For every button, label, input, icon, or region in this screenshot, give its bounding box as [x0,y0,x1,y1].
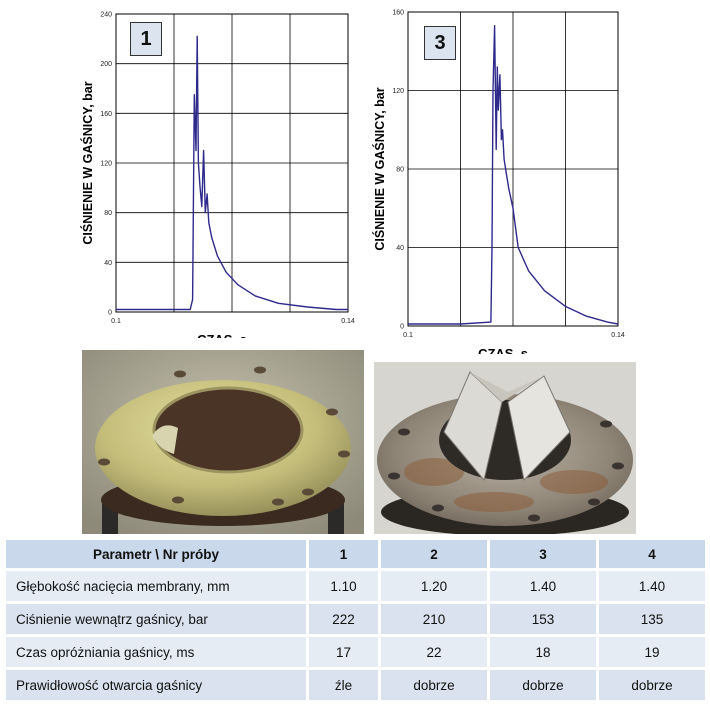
table-row: Prawidłowość otwarcia gaśnicy źle dobrze… [6,667,708,700]
flange-photo-1-icon [82,350,364,534]
pressure-chart-1: 0 40 80 120 160 200 240 0.1 0.14 CZAS, s CIŚNIENIE… [60,8,360,339]
pressure-chart-3: 0 40 80 120 160 0.1 0.14 CZAS, s CIŚNIENIE W GAŚ… [362,4,662,355]
y-tick-label: 200 [100,61,112,68]
cell-value: 222 [307,601,382,636]
cell-value: 17 [307,634,382,669]
y-tick-label: 40 [396,245,404,252]
chart-3-svg: 0 40 80 120 160 0.1 0.14 CZAS, s CIŚNIENIE W GAŚ… [372,10,625,355]
cell-value: dobrze [379,667,491,700]
x-tick-label: 0.14 [341,318,355,325]
panel-label-3: 3 [424,26,456,60]
header-test-4: 4 [597,540,708,570]
cell-value: 153 [488,601,599,636]
header-test-1: 1 [307,540,382,570]
y-tick-label: 0 [400,324,404,331]
y-tick-label: 120 [392,88,404,95]
cell-value: dobrze [488,667,599,700]
table-header-row: Parametr \ Nr próby 1 2 3 4 [6,540,708,570]
y-tick-label: 40 [104,260,112,267]
cell-value: 1.40 [488,568,599,603]
row-label: Czas opróżniania gaśnicy, ms [6,634,309,669]
y-tick-label: 240 [100,12,112,19]
y-tick-label: 80 [104,210,112,217]
cell-value: 18 [488,634,599,669]
row-label: Ciśnienie wewnątrz gaśnicy, bar [6,601,309,636]
parameters-table: Parametr \ Nr próby 1 2 3 4 Głębokość na… [6,540,708,700]
cell-value: 19 [597,634,708,669]
cell-value: 210 [379,601,491,636]
cell-value: 135 [597,601,708,636]
cell-value: źle [307,667,382,700]
y-tick-label: 80 [396,167,404,174]
cell-value: 22 [379,634,491,669]
x-axis-label: CZAS, s [197,332,247,338]
x-tick-label: 0.14 [611,332,625,339]
cell-value: 1.20 [379,568,491,603]
header-test-2: 2 [379,540,491,570]
pressure-series-line [408,25,619,325]
pressure-series-line [116,35,348,311]
x-tick-label: 0.1 [111,318,121,325]
table-row: Czas opróżniania gaśnicy, ms 17 22 18 19 [6,634,708,669]
header-test-3: 3 [488,540,599,570]
row-label: Głębokość nacięcia membrany, mm [6,568,309,603]
cell-value: 1.10 [307,568,382,603]
row-label: Prawidłowość otwarcia gaśnicy [6,667,309,700]
y-tick-label: 0 [108,310,112,317]
membrane-photo-test-3 [374,362,636,534]
cell-value: dobrze [597,667,708,700]
membrane-photo-test-1 [82,350,364,534]
flange-photo-3-icon [374,362,636,534]
chart-1-svg: 0 40 80 120 160 200 240 0.1 0.14 CZAS, s CIŚNIENIE… [80,12,355,339]
y-tick-label: 120 [100,161,112,168]
y-axis-label: CIŚNIENIE W GAŚNICY, bar [372,87,387,250]
panel-label-1: 1 [130,22,162,56]
table-row: Ciśnienie wewnątrz gaśnicy, bar 222 210 … [6,601,708,636]
y-tick-label: 160 [392,10,404,17]
table-row: Głębokość nacięcia membrany, mm 1.10 1.2… [6,568,708,603]
y-axis-label: CIŚNIENIE W GAŚNICY, bar [80,81,95,244]
y-tick-label: 160 [100,111,112,118]
cell-value: 1.40 [597,568,708,603]
x-tick-label: 0.1 [403,332,413,339]
x-axis-label: CZAS, s [478,346,528,354]
header-parameter: Parametr \ Nr próby [6,540,309,570]
